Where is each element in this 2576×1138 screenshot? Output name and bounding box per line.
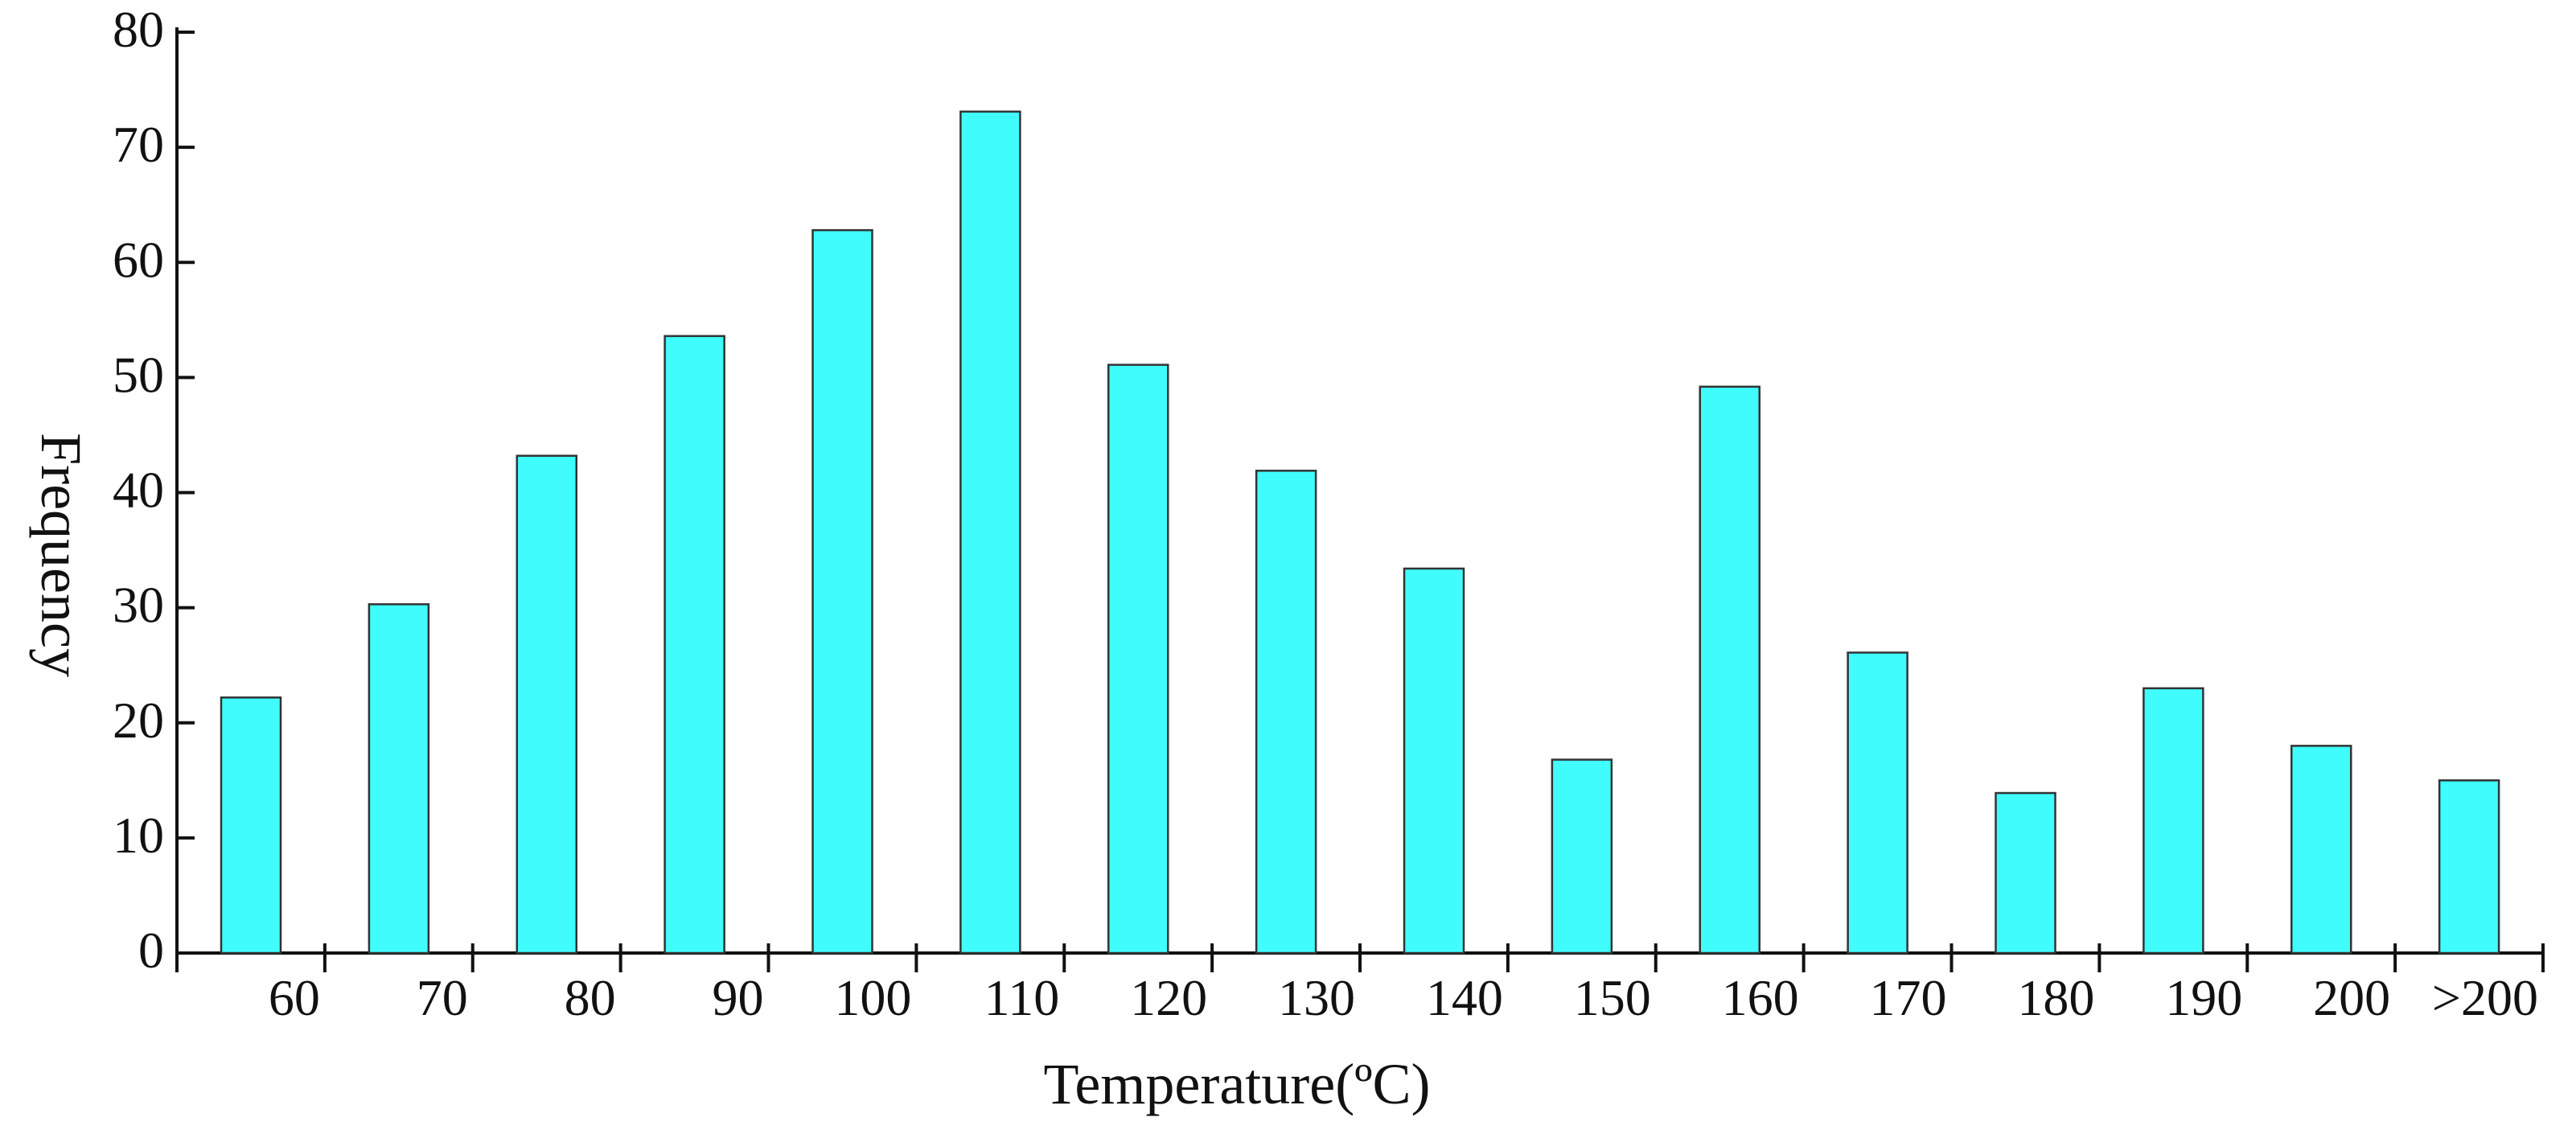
- y-axis-title: Frequency: [29, 433, 93, 677]
- x-tick-label: 120: [1130, 969, 1207, 1026]
- y-tick-label: 50: [113, 346, 164, 403]
- bar-140: [1403, 567, 1465, 955]
- bar-70: [368, 603, 430, 955]
- y-tick-labels: 0 10 20 30 40 50 60 70 80: [113, 1, 164, 979]
- bar-160: [1699, 385, 1760, 955]
- x-tick-label: 170: [1870, 969, 1947, 1026]
- bar-150: [1551, 758, 1613, 955]
- bar-120: [1107, 364, 1169, 955]
- bar-80: [516, 454, 577, 955]
- bar-90: [664, 335, 725, 955]
- x-tick-label: 140: [1426, 969, 1503, 1026]
- x-tick-label: 60: [269, 969, 320, 1026]
- bar-190: [2143, 687, 2204, 955]
- x-tick-label: 110: [984, 969, 1060, 1026]
- bar-100: [811, 228, 873, 955]
- x-tick-label: 100: [834, 969, 911, 1026]
- x-tick-label: 180: [2017, 969, 2094, 1026]
- bar-170: [1847, 651, 1908, 955]
- bar-gt200: [2438, 779, 2500, 955]
- x-tick-label: 190: [2165, 969, 2242, 1026]
- x-tick-label: >200: [2432, 969, 2538, 1026]
- y-tick-label: 80: [113, 1, 164, 58]
- x-axis-title: Temperature(ºC): [1043, 1052, 1430, 1116]
- bar-110: [959, 110, 1021, 955]
- bar-60: [220, 696, 282, 955]
- y-tick-label: 70: [113, 116, 164, 173]
- x-tick-label: 150: [1574, 969, 1651, 1026]
- x-tick-label: 90: [713, 969, 764, 1026]
- bars-group: [220, 110, 2500, 955]
- bar-130: [1255, 470, 1317, 955]
- y-tick-label: 20: [113, 692, 164, 749]
- y-tick-label: 10: [113, 807, 164, 864]
- y-tick-label: 0: [138, 922, 164, 979]
- bar-180: [1995, 791, 2056, 955]
- x-tick-label: 160: [1722, 969, 1799, 1026]
- x-tick-label: 80: [565, 969, 616, 1026]
- x-tick-label: 200: [2313, 969, 2390, 1026]
- y-tick-label: 30: [113, 577, 164, 634]
- x-tick-labels: 60 70 80 90 100 110 120 130 140 150 160 170 180 190 20…: [269, 969, 2538, 1026]
- x-tick-label: 130: [1278, 969, 1355, 1026]
- y-tick-label: 40: [113, 462, 164, 519]
- y-tick-label: 60: [113, 231, 164, 288]
- x-tick-label: 70: [417, 969, 468, 1026]
- bar-200: [2290, 745, 2352, 955]
